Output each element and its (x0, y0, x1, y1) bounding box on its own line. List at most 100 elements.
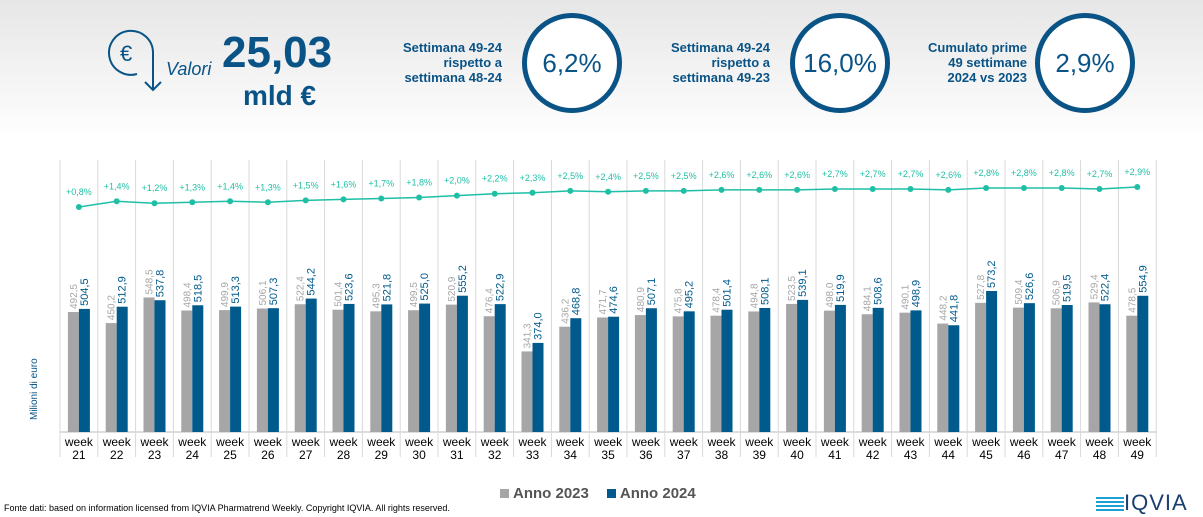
x-tick-label: week (706, 435, 736, 449)
data-label-2024: 554,9 (1137, 265, 1149, 293)
cumulative-point (1134, 184, 1141, 191)
data-label-2024: 544,2 (306, 268, 318, 296)
data-label-2024: 573,2 (986, 260, 998, 288)
bar-2024 (1137, 295, 1149, 432)
x-tick-label: week (366, 435, 396, 449)
cumulative-point (567, 187, 574, 194)
x-tick-label: week (1122, 435, 1152, 449)
growth-label: +1,4% (104, 181, 130, 191)
legend-2023: Anno 2023 (500, 485, 589, 502)
growth-label: +2,7% (822, 169, 848, 179)
data-label-2023: 494,8 (749, 283, 760, 308)
bar-2023 (748, 311, 760, 432)
cumulative-point (983, 185, 990, 191)
bar-2024 (986, 291, 998, 432)
data-label-2023: 448,2 (938, 295, 949, 320)
source-note: Fonte dati: based on information license… (4, 503, 450, 513)
data-label-2024: 518,5 (192, 275, 204, 303)
x-tick-label: week (215, 435, 245, 449)
bar-2023 (483, 316, 495, 432)
data-label-2024: 526,6 (1024, 273, 1036, 301)
data-label-2024: 522,9 (495, 274, 507, 302)
kpi-3-label: Cumulato prime 49 settimane 2024 vs 2023 (928, 40, 1027, 85)
x-tick-label: week (669, 435, 699, 449)
growth-label: +2,5% (557, 171, 583, 181)
bar-2024 (494, 304, 506, 432)
data-label-2023: 495,3 (371, 283, 382, 308)
growth-label: +2,7% (860, 169, 886, 179)
x-tick-label: 24 (186, 448, 200, 462)
x-tick-label: 40 (790, 448, 804, 462)
x-tick-label: 27 (299, 448, 313, 462)
x-tick-label: 36 (639, 448, 653, 462)
data-label-2024: 474,6 (608, 286, 620, 314)
cumulative-point (227, 198, 234, 205)
x-tick-label: 45 (979, 448, 993, 462)
kpi-1-label: Settimana 49-24 rispetto a settimana 48-24 (403, 40, 502, 85)
bar-2024 (797, 299, 809, 432)
growth-label: +2,8% (1049, 168, 1075, 178)
bar-2023 (294, 304, 306, 432)
cumulative-point (831, 185, 838, 192)
x-tick-label: 49 (1131, 448, 1145, 462)
x-tick-label: week (933, 435, 963, 449)
x-tick-label: week (1009, 435, 1039, 449)
data-label-2023: 471,7 (598, 289, 609, 314)
x-tick-label: 44 (942, 448, 956, 462)
x-tick-label: 28 (337, 448, 351, 462)
bar-2023 (559, 326, 571, 432)
data-label-2023: 523,5 (787, 276, 798, 301)
growth-label: +2,5% (671, 171, 697, 181)
x-tick-label: week (404, 435, 434, 449)
cumulative-point (869, 185, 876, 192)
kpi-2-value: 16,0% (790, 13, 890, 113)
data-label-2024: 504,5 (79, 278, 91, 306)
growth-label: +1,5% (293, 180, 319, 190)
growth-label: +1,2% (142, 183, 168, 193)
data-label-2024: 523,6 (344, 273, 356, 301)
bar-2024 (683, 311, 695, 432)
x-tick-label: 22 (110, 448, 124, 462)
data-label-2024: 507,1 (646, 278, 658, 306)
x-tick-label: week (517, 435, 547, 449)
data-label-2024: 537,8 (155, 270, 167, 298)
data-label-2024: 525,0 (419, 273, 431, 301)
bar-2024 (419, 303, 431, 432)
x-tick-label: week (1084, 435, 1114, 449)
cumulative-point (907, 185, 914, 192)
data-label-2024: 498,9 (911, 280, 923, 308)
data-label-2024: 441,8 (948, 295, 960, 323)
x-tick-label: 25 (223, 448, 237, 462)
data-label-2023: 490,1 (901, 284, 912, 309)
x-tick-label: 39 (753, 448, 767, 462)
x-tick-label: week (480, 435, 510, 449)
bar-2023 (1126, 315, 1138, 432)
bar-2023 (521, 351, 533, 432)
data-label-2024: 519,9 (835, 274, 847, 302)
x-tick-label: 46 (1017, 448, 1031, 462)
x-tick-label: 33 (526, 448, 540, 462)
data-label-2023: 520,9 (447, 276, 458, 301)
growth-label: +1,3% (179, 182, 205, 192)
bar-2024 (608, 316, 620, 432)
bar-2024 (1061, 305, 1073, 432)
total-value: 25,03 (222, 28, 333, 77)
x-tick-label: 32 (488, 448, 502, 462)
x-tick-label: 35 (601, 448, 615, 462)
x-tick-label: 41 (828, 448, 842, 462)
data-label-2024: 495,2 (684, 281, 696, 309)
bar-2024 (154, 300, 166, 432)
bar-2023 (445, 304, 457, 432)
data-label-2023: 450,2 (107, 295, 118, 320)
bar-2024 (759, 307, 771, 432)
data-label-2024: 501,4 (722, 279, 734, 307)
cumulative-point (1020, 185, 1027, 191)
data-label-2023: 527,8 (976, 274, 987, 299)
cumulative-point (680, 187, 687, 194)
x-tick-label: 34 (564, 448, 578, 462)
x-tick-label: week (971, 435, 1001, 449)
legend-2024: Anno 2024 (606, 485, 696, 502)
cumulative-point (491, 190, 498, 197)
cumulative-point (453, 192, 460, 199)
bar-2024 (381, 304, 393, 432)
